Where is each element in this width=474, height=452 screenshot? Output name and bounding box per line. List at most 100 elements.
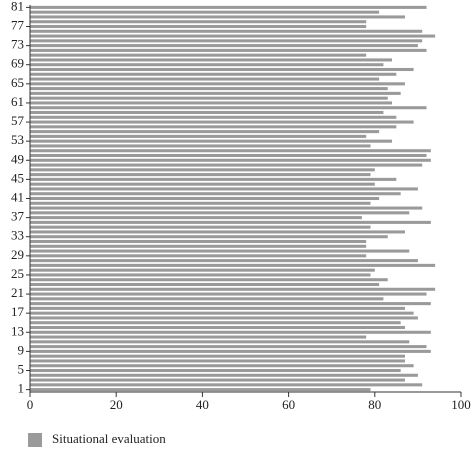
y-tick-label: 61 <box>11 94 24 109</box>
bar <box>30 201 371 205</box>
bar <box>30 20 367 24</box>
y-tick-label: 37 <box>11 209 25 224</box>
bar <box>30 254 367 258</box>
bar <box>30 249 410 253</box>
bar <box>30 48 427 52</box>
bar <box>30 354 405 358</box>
bar <box>30 34 436 38</box>
bar <box>30 359 405 363</box>
bar <box>30 268 375 272</box>
bar <box>30 187 418 191</box>
legend-swatch <box>28 433 42 447</box>
y-tick-label: 57 <box>11 113 25 128</box>
y-tick-label: 17 <box>11 304 25 319</box>
y-tick-label: 25 <box>11 266 24 281</box>
bar <box>30 91 401 95</box>
y-tick-label: 49 <box>11 151 24 166</box>
y-tick-label: 21 <box>11 285 24 300</box>
bar <box>30 173 371 177</box>
bar <box>30 10 380 14</box>
y-tick-label: 29 <box>11 247 24 262</box>
bar <box>30 29 423 33</box>
bar <box>30 244 367 248</box>
bar <box>30 211 410 215</box>
bar <box>30 115 397 119</box>
legend-label: Situational evaluation <box>52 431 166 446</box>
x-tick-label: 40 <box>196 397 209 412</box>
x-tick-label: 60 <box>282 397 295 412</box>
bar <box>30 306 405 310</box>
y-tick-label: 1 <box>18 381 25 396</box>
bar <box>30 130 380 134</box>
bar <box>30 96 388 100</box>
bar <box>30 282 380 287</box>
bar <box>30 388 371 392</box>
y-tick-label: 13 <box>11 323 24 338</box>
y-tick-label: 69 <box>11 56 24 71</box>
x-tick-label: 0 <box>27 397 34 412</box>
y-tick-label: 45 <box>11 170 24 185</box>
bar <box>30 368 401 373</box>
bar <box>30 206 423 210</box>
bar <box>30 263 436 267</box>
bar <box>30 110 384 115</box>
bar <box>30 101 393 105</box>
bar <box>30 67 414 72</box>
bar <box>30 44 418 48</box>
bar <box>30 82 405 86</box>
bar <box>30 378 405 382</box>
bar <box>30 134 367 138</box>
y-tick-label: 9 <box>18 342 25 357</box>
bar <box>30 325 405 330</box>
bar <box>30 39 423 43</box>
bar <box>30 345 427 349</box>
bar <box>30 311 414 315</box>
bar <box>30 77 380 81</box>
bar <box>30 330 431 334</box>
y-tick-label: 65 <box>11 75 24 90</box>
bar <box>30 139 393 143</box>
y-tick-label: 5 <box>18 361 25 376</box>
bar <box>30 149 431 153</box>
y-tick-label: 77 <box>11 17 25 32</box>
bar <box>30 383 423 387</box>
bar <box>30 373 418 377</box>
bar <box>30 220 431 224</box>
bar <box>30 177 397 181</box>
bar <box>30 158 431 162</box>
bar <box>30 335 367 339</box>
bar <box>30 196 380 201</box>
bar <box>30 63 384 67</box>
bar <box>30 239 367 244</box>
bar <box>30 106 427 110</box>
bar <box>30 144 371 148</box>
bar <box>30 120 414 124</box>
bar <box>30 58 393 62</box>
bar <box>30 192 401 196</box>
bar <box>30 316 418 320</box>
bar <box>30 24 367 29</box>
bar <box>30 273 371 277</box>
x-tick-label: 100 <box>451 397 471 412</box>
bar <box>30 163 423 167</box>
bar <box>30 349 431 353</box>
bar <box>30 182 375 186</box>
bar <box>30 259 418 263</box>
x-tick-label: 20 <box>110 397 123 412</box>
bar <box>30 5 427 9</box>
bar <box>30 340 410 344</box>
bar <box>30 168 375 172</box>
bar <box>30 230 405 234</box>
bar <box>30 225 371 229</box>
y-tick-label: 41 <box>11 189 24 204</box>
bar <box>30 297 384 301</box>
x-tick-label: 80 <box>368 397 381 412</box>
bar <box>30 87 388 91</box>
bar <box>30 292 427 296</box>
bar <box>30 302 431 306</box>
y-tick-label: 81 <box>11 0 24 13</box>
y-tick-label: 53 <box>11 132 24 147</box>
bar <box>30 153 427 158</box>
bar <box>30 235 388 239</box>
bar <box>30 125 397 129</box>
